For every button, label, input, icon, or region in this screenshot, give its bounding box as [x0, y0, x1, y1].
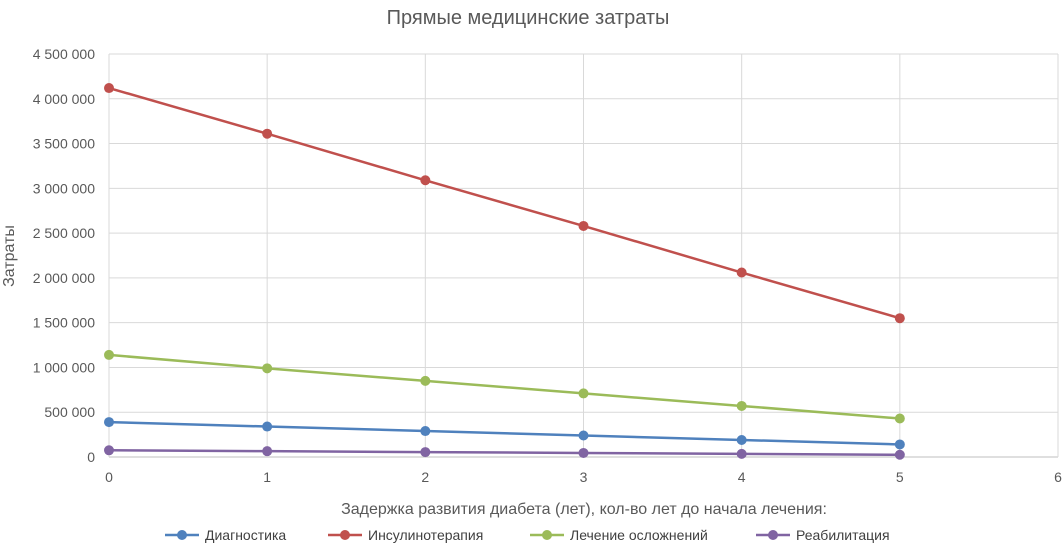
y-axis-ticks: 0 500 000 1 000 000 1 500 000 2 000 000 2 500… [33, 46, 96, 465]
y-tick-label: 3 500 000 [33, 136, 95, 152]
y-tick-label: 2 000 000 [33, 270, 95, 286]
x-tick-label: 1 [263, 469, 271, 485]
y-tick-label: 1 000 000 [33, 359, 95, 375]
data-point [736, 434, 747, 445]
legend-item: Диагностика [165, 527, 286, 543]
y-tick-label: 3 000 000 [33, 180, 95, 196]
legend-label: Инсулинотерапия [368, 527, 483, 543]
legend-label: Лечение осложнений [570, 527, 708, 543]
series-Инсулинотерапия [104, 83, 905, 324]
legend-marker [177, 530, 187, 540]
series-Реабилитация [104, 445, 905, 460]
data-point [894, 313, 905, 324]
data-point [578, 447, 589, 458]
series-Лечение осложнений [104, 349, 905, 424]
data-point [262, 446, 273, 457]
data-point [894, 449, 905, 460]
legend-marker [542, 530, 552, 540]
data-point [262, 363, 273, 374]
legend: Диагностика Инсулинотерапия Лечение осложн… [165, 527, 890, 543]
y-tick-label: 4 000 000 [33, 91, 95, 107]
x-tick-label: 6 [1054, 469, 1062, 485]
data-point [104, 83, 114, 94]
y-tick-label: 2 500 000 [33, 225, 95, 241]
x-axis-ticks: 0 1 2 3 4 5 6 [105, 469, 1062, 485]
data-point [736, 400, 747, 411]
legend-item: Лечение осложнений [530, 527, 708, 543]
data-point [262, 128, 273, 139]
series-group [104, 83, 905, 460]
data-point [420, 375, 431, 386]
data-point [894, 439, 905, 450]
legend-marker [768, 530, 778, 540]
data-point [578, 430, 589, 441]
y-tick-label: 0 [87, 449, 95, 465]
x-tick-label: 2 [421, 469, 429, 485]
y-tick-label: 4 500 000 [33, 46, 95, 62]
data-point [736, 448, 747, 459]
x-tick-label: 5 [896, 469, 904, 485]
data-point [894, 413, 905, 424]
legend-item: Реабилитация [756, 527, 890, 543]
legend-marker [340, 530, 350, 540]
y-tick-label: 500 000 [44, 404, 95, 420]
y-axis-title: Затраты [1, 225, 18, 287]
y-tick-label: 1 500 000 [33, 315, 95, 331]
data-point [578, 220, 589, 231]
data-point [420, 426, 431, 437]
x-tick-label: 3 [580, 469, 588, 485]
legend-label: Реабилитация [796, 527, 890, 543]
data-point [420, 175, 431, 186]
data-point [420, 447, 431, 458]
data-point [578, 388, 589, 399]
series-line [108, 86, 901, 320]
x-tick-label: 4 [738, 469, 746, 485]
series-line [108, 353, 900, 420]
data-point [736, 267, 747, 278]
x-tick-label: 0 [105, 469, 113, 485]
data-point [262, 421, 273, 432]
data-point [104, 349, 114, 360]
chart-title: Прямые медицинские затраты [387, 7, 670, 29]
series-line [108, 420, 900, 446]
series-line [108, 449, 900, 457]
data-point [104, 445, 114, 456]
series-Диагностика [104, 417, 905, 450]
legend-item: Инсулинотерапия [328, 527, 483, 543]
legend-label: Диагностика [205, 527, 286, 543]
x-axis-title: Задержка развития диабета (лет), кол-во … [341, 501, 827, 518]
data-point [104, 417, 114, 428]
